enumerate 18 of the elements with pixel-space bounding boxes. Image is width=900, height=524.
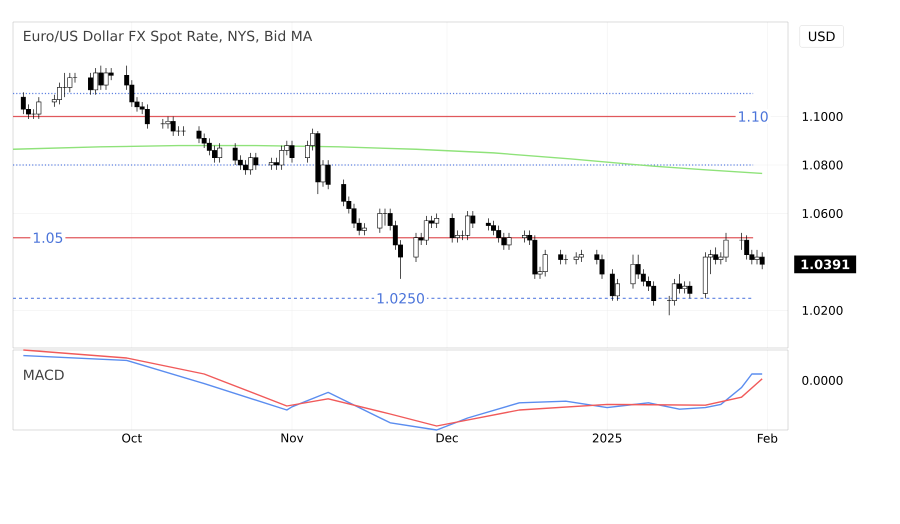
y-tick-label: 1.0200 <box>802 306 843 315</box>
ref-line-label: 1.0250 <box>378 293 424 304</box>
x-tick-label: Dec <box>436 434 458 442</box>
text: 1.0391 <box>802 259 850 270</box>
x-tick-label: Nov <box>282 434 304 442</box>
line-series <box>12 144 763 174</box>
text: MACD <box>24 370 64 380</box>
x-tick-label: 2025 <box>592 434 622 443</box>
ref-line-label: 1.10 <box>739 111 768 122</box>
y-tick-label: 1.0800 <box>802 160 843 170</box>
y-tick-label: 1.0600 <box>802 208 843 218</box>
ref-line-label: 1.05 <box>34 232 62 243</box>
text: 0.0000 <box>802 376 843 385</box>
text: Euro/US Dollar FX Spot Rate, NYS, Bid MA <box>24 30 312 44</box>
y-tick-label: 1.1000 <box>802 112 843 122</box>
x-tick-label: Feb <box>758 434 778 443</box>
x-tick-label: Oct <box>122 434 142 443</box>
y-axis-title: USD <box>808 31 835 42</box>
